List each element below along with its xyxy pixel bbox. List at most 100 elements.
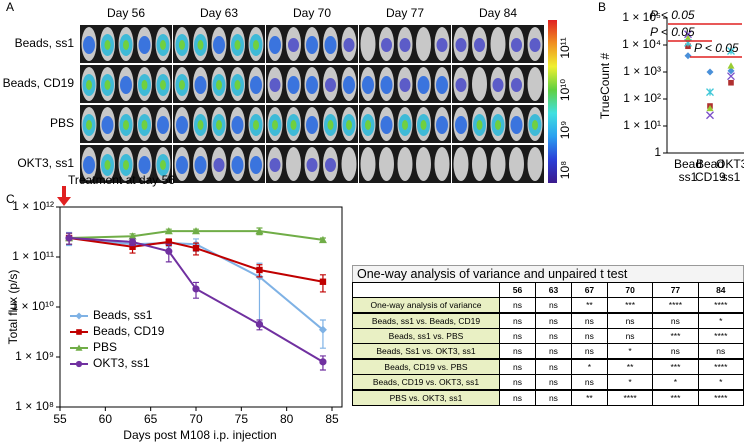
signal [455, 116, 467, 134]
table-cell: **** [606, 389, 654, 406]
mouse [416, 27, 431, 61]
table-cell: ns [570, 328, 608, 344]
table-cell: **** [697, 358, 744, 375]
marker [684, 34, 692, 41]
colorbar-label: 10⁹ [558, 121, 572, 140]
row-label: Beads, ss1 vs. Beads, CD19 [352, 312, 500, 329]
mouse [453, 147, 469, 181]
signal-core [234, 80, 241, 90]
table-row: Beads, CD19 vs. OKT3, ss1 ns ns ns * * * [352, 374, 744, 391]
x-tick-label: 70 [189, 412, 203, 426]
x-tick-label: Bead ss1 [673, 157, 703, 184]
marker [319, 278, 327, 285]
signal-core [272, 120, 278, 130]
error-bar [319, 319, 326, 349]
row-label: PBS [50, 116, 74, 130]
table-cell: ns [570, 374, 608, 391]
mouse [341, 147, 357, 181]
y-tick-label: 1 × 10¹² [12, 199, 54, 213]
colorbar [548, 20, 557, 183]
signal [436, 38, 448, 52]
signal-core [532, 120, 538, 130]
signal [194, 156, 207, 174]
mouse [360, 27, 376, 61]
mouse [509, 147, 524, 181]
table-cell: ns [697, 343, 744, 360]
signal [306, 76, 318, 94]
signal-core [160, 80, 166, 90]
marker [318, 325, 327, 334]
signal [269, 36, 281, 54]
marker [129, 243, 136, 250]
signal-core [104, 160, 111, 170]
table-row: Beads, CD19 vs. PBS ns ns * ** *** **** [352, 358, 744, 375]
mouse [490, 147, 506, 181]
day-label: Day 70 [293, 6, 331, 20]
marker [65, 234, 73, 242]
table-grid: 56 63 67 70 77 84 One-way analysis of variance… [352, 282, 744, 406]
marker [128, 232, 137, 240]
signal [287, 76, 300, 94]
signal-core [402, 120, 408, 130]
marker [706, 88, 714, 97]
table-cell: ns [652, 312, 699, 329]
row-label: Beads, CD19 [3, 76, 75, 90]
table-cell: ns [499, 343, 536, 360]
signal-core [216, 80, 222, 90]
row-label: Beads, CD19 vs. OKT3, ss1 [352, 374, 500, 391]
day-label: Day 77 [386, 6, 424, 20]
signal [510, 116, 523, 134]
table-cell: **** [652, 297, 699, 314]
significance-label: P < 0.05 [650, 25, 695, 39]
table-cell: ns [534, 312, 572, 329]
corner-cell [352, 282, 500, 298]
signal-core [327, 120, 334, 130]
panel-label: C [6, 192, 15, 206]
panel-label: B [598, 0, 606, 14]
column-header: 67 [570, 282, 608, 298]
table-cell: * [652, 374, 699, 391]
x-tick-label: 75 [235, 412, 249, 426]
signal [306, 36, 318, 54]
signal-core [253, 120, 259, 130]
table-cell: ns [534, 358, 572, 375]
day-label: Day 56 [107, 6, 145, 20]
marker [727, 67, 735, 75]
signal-core [495, 120, 501, 130]
panel-label: A [6, 0, 14, 14]
signal [157, 116, 169, 134]
signal [325, 158, 336, 172]
legend-label: Beads, ss1 [93, 308, 153, 322]
marker [76, 329, 82, 335]
stats-table: One-way analysis of variance and unpaire… [352, 265, 744, 406]
marker [255, 320, 264, 328]
signal [362, 76, 374, 94]
signal [288, 38, 299, 52]
table-row: PBS vs. OKT3, ss1 ns ns ** **** *** **** [352, 389, 744, 406]
table-cell: *** [606, 297, 654, 314]
signal [250, 156, 262, 174]
table-cell: ns [499, 328, 536, 344]
mouse [416, 147, 431, 181]
marker [165, 247, 173, 255]
marker [319, 358, 327, 366]
series-line [69, 230, 324, 241]
signal [213, 158, 225, 172]
table-cell: ** [606, 358, 654, 375]
table-cell: **** [697, 297, 744, 314]
marker [706, 111, 714, 120]
marker [255, 227, 264, 235]
x-tick-label: 60 [99, 412, 113, 426]
marker [75, 312, 83, 320]
mouse [286, 147, 301, 181]
y-axis-title: Total flux (p/s) [6, 270, 20, 345]
signal [399, 78, 411, 92]
marker [727, 72, 735, 81]
significance-label: P < 0.05 [650, 8, 695, 22]
signal [83, 156, 95, 174]
signal [380, 76, 393, 94]
signal [138, 36, 151, 54]
x-axis-title: Days post M108 i.p. injection [123, 428, 276, 442]
column-header: 70 [606, 282, 654, 298]
legend-label: Beads, CD19 [93, 324, 165, 338]
